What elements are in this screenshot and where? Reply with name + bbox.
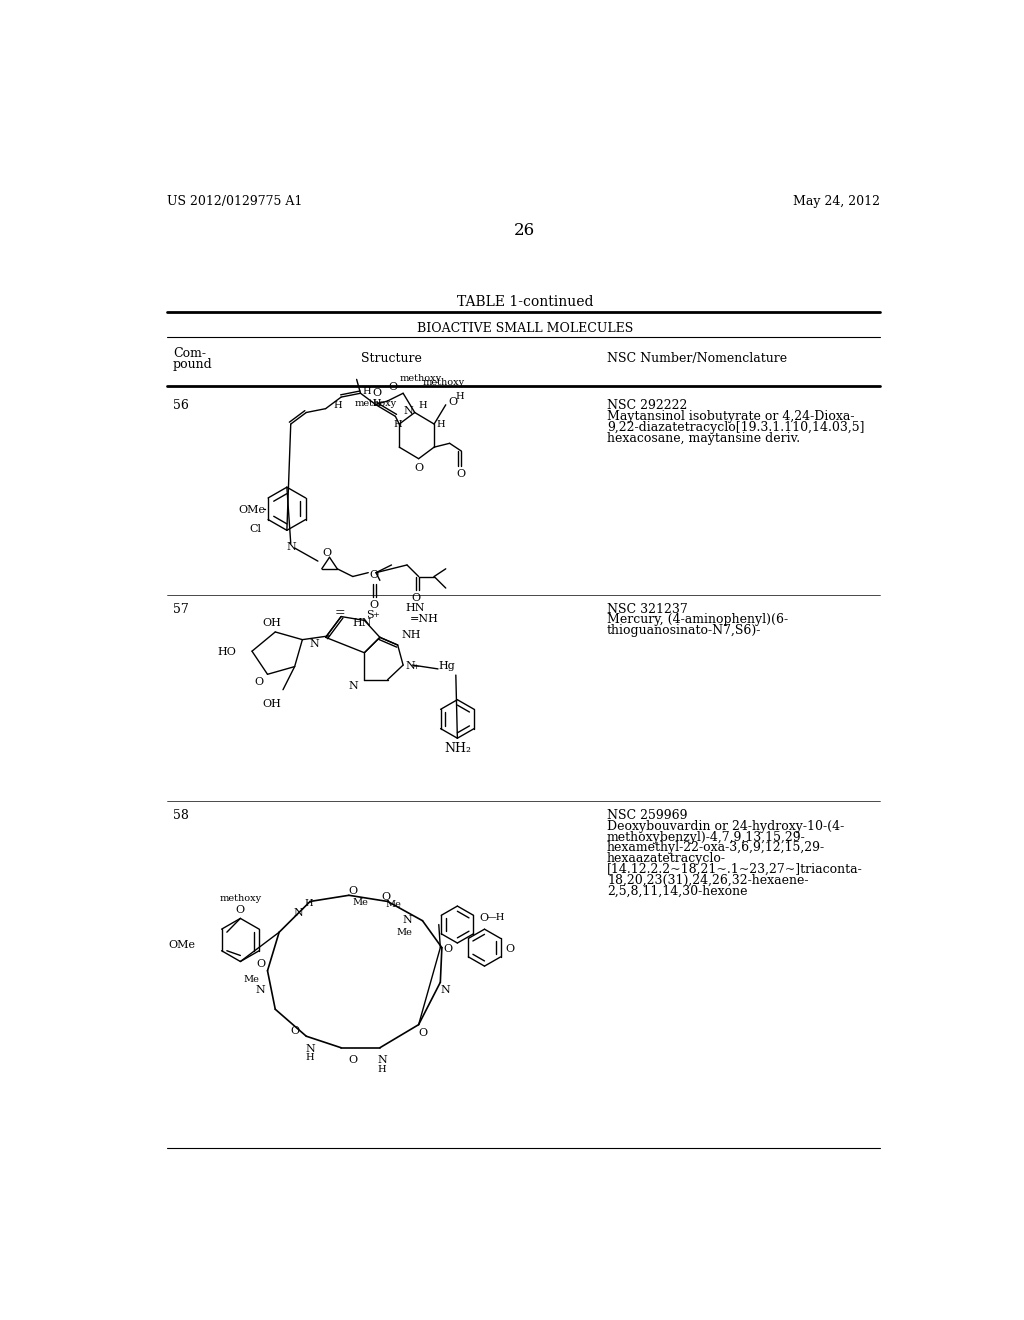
Text: +: + (413, 663, 419, 671)
Text: NSC Number/Nomenclature: NSC Number/Nomenclature (607, 352, 787, 366)
Text: methoxy: methoxy (219, 894, 261, 903)
Text: pound: pound (173, 358, 213, 371)
Text: H: H (419, 401, 427, 411)
Text: N: N (294, 908, 303, 917)
Text: =: = (334, 606, 345, 619)
Text: methoxy: methoxy (354, 399, 396, 408)
Text: H: H (304, 899, 313, 908)
Text: N: N (403, 407, 414, 416)
Text: O: O (370, 570, 379, 581)
Text: methoxy: methoxy (423, 378, 465, 387)
Text: OMe: OMe (168, 940, 196, 950)
Text: S: S (366, 610, 374, 619)
Text: 57: 57 (173, 603, 188, 615)
Text: HN: HN (352, 618, 372, 628)
Text: OH: OH (262, 700, 281, 709)
Text: H: H (436, 420, 445, 429)
Text: Maytansinol isobutyrate or 4,24-Dioxa-: Maytansinol isobutyrate or 4,24-Dioxa- (607, 411, 854, 424)
Text: US 2012/0129775 A1: US 2012/0129775 A1 (167, 195, 302, 209)
Text: Deoxybouvardin or 24-hydroxy-10-(4-: Deoxybouvardin or 24-hydroxy-10-(4- (607, 820, 844, 833)
Text: N: N (402, 915, 412, 925)
Text: N: N (348, 681, 358, 692)
Text: N: N (287, 543, 297, 552)
Text: O: O (290, 1026, 299, 1036)
Text: O: O (382, 892, 390, 902)
Text: 18,20,23(31),24,26,32-hexaene-: 18,20,23(31),24,26,32-hexaene- (607, 874, 809, 887)
Text: N: N (309, 639, 319, 649)
Text: N: N (255, 985, 265, 994)
Text: [14.12.2.2~18,21~.1~23,27~]triaconta-: [14.12.2.2~18,21~.1~23,27~]triaconta- (607, 863, 862, 876)
Text: thioguanosinato-N7,S6)-: thioguanosinato-N7,S6)- (607, 624, 761, 638)
Text: O: O (418, 1028, 427, 1039)
Text: Me: Me (396, 928, 413, 937)
Text: N: N (440, 985, 451, 994)
Text: H: H (372, 399, 381, 408)
Text: 58: 58 (173, 809, 188, 822)
Text: O: O (457, 469, 466, 479)
Text: O: O (348, 886, 357, 896)
Text: —H: —H (486, 913, 505, 921)
Text: N: N (377, 1056, 387, 1065)
Text: TABLE 1-continued: TABLE 1-continued (457, 296, 593, 309)
Text: O: O (506, 944, 514, 954)
Text: H: H (334, 401, 342, 411)
Text: Me: Me (352, 898, 369, 907)
Text: Me: Me (244, 974, 260, 983)
Text: NSC 292222: NSC 292222 (607, 400, 687, 412)
Text: NH₂: NH₂ (443, 742, 471, 755)
Text: HO: HO (218, 647, 237, 657)
Text: HN: HN (406, 603, 425, 612)
Text: hexamethyl-22-oxa-3,6,9,12,15,29-: hexamethyl-22-oxa-3,6,9,12,15,29- (607, 841, 825, 854)
Text: H: H (306, 1053, 314, 1063)
Text: methoxybenzyl)-4,7,9,13,15,29-: methoxybenzyl)-4,7,9,13,15,29- (607, 830, 806, 843)
Text: 9,22-diazatetracyclo[19.3.1.110,14.03,5]: 9,22-diazatetracyclo[19.3.1.110,14.03,5] (607, 421, 864, 434)
Text: O: O (443, 944, 453, 954)
Text: NSC 259969: NSC 259969 (607, 809, 687, 822)
Text: BIOACTIVE SMALL MOLECULES: BIOACTIVE SMALL MOLECULES (417, 322, 633, 335)
Text: O: O (236, 904, 245, 915)
Text: O: O (369, 599, 378, 610)
Text: Com-: Com- (173, 347, 206, 360)
Text: methoxy: methoxy (399, 374, 441, 383)
Text: Me: Me (386, 900, 401, 909)
Text: O: O (449, 397, 457, 407)
Text: +: + (372, 611, 379, 619)
Text: H: H (455, 392, 464, 401)
Text: 56: 56 (173, 400, 188, 412)
Text: =NH: =NH (410, 614, 438, 624)
Text: O: O (480, 913, 489, 923)
Text: Mercury, (4-aminophenyl)(6-: Mercury, (4-aminophenyl)(6- (607, 614, 788, 627)
Text: O: O (256, 960, 265, 969)
Text: OH: OH (262, 618, 281, 628)
Text: NH: NH (401, 630, 421, 640)
Text: hexaazatetracyclo-: hexaazatetracyclo- (607, 853, 726, 865)
Text: May 24, 2012: May 24, 2012 (793, 195, 880, 209)
Text: OMe: OMe (238, 506, 265, 515)
Text: O: O (255, 677, 263, 686)
Text: NSC 321237: NSC 321237 (607, 603, 688, 615)
Text: O: O (348, 1056, 357, 1065)
Text: H: H (378, 1065, 386, 1073)
Text: hexacosane, maytansine deriv.: hexacosane, maytansine deriv. (607, 432, 800, 445)
Text: N: N (305, 1044, 315, 1053)
Text: O: O (372, 388, 381, 397)
Text: Cl: Cl (249, 524, 261, 535)
Text: 2,5,8,11,14,30-hexone: 2,5,8,11,14,30-hexone (607, 884, 748, 898)
Text: Structure: Structure (361, 352, 422, 366)
Text: O: O (412, 593, 421, 603)
Text: N: N (406, 661, 415, 671)
Text: O: O (415, 462, 424, 473)
Text: O: O (388, 381, 397, 392)
Text: O: O (323, 548, 332, 558)
Text: 26: 26 (514, 222, 536, 239)
Text: Hg: Hg (438, 661, 455, 671)
Text: H: H (393, 420, 401, 429)
Text: H: H (362, 387, 371, 396)
